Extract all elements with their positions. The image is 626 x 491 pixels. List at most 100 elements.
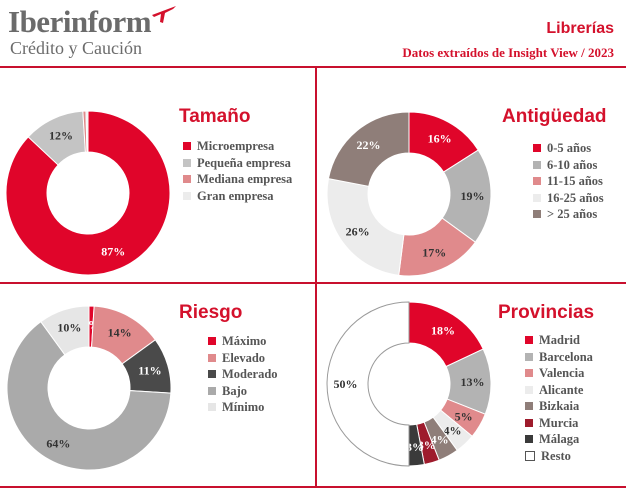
data-label-minimo: 10% [57, 321, 81, 335]
legend-swatch [208, 403, 216, 412]
legend-item-16-25-anos: 16-25 años [533, 190, 604, 207]
donut-chart-riesgo: 1%14%11%64%10% [6, 305, 172, 471]
legend-riesgo: Máximo Elevado Moderado Bajo Mínimo [208, 333, 278, 416]
legend-label: Moderado [222, 367, 278, 381]
legend-label: Pequeña empresa [197, 155, 291, 170]
data-label-pequena-empresa: 12% [49, 129, 73, 143]
legend-swatch [208, 386, 216, 395]
legend-item-minimo: Mínimo [208, 399, 278, 416]
slice-gran-empresa [85, 110, 89, 153]
legend-item-pequena-empresa: Pequeña empresa [183, 155, 292, 172]
legend-swatch [533, 160, 541, 169]
data-label-alicante: 4% [443, 423, 461, 437]
legend-label: Elevado [222, 350, 266, 365]
plane-icon [152, 6, 176, 23]
data-label-6-10-anos: 19% [460, 189, 484, 203]
legend-item-elevado: Elevado [208, 350, 278, 367]
legend-item-6-10-anos: 6-10 años [533, 157, 604, 174]
donut-chart-antiguedad: 16% 19% 17% 26% 22% [326, 111, 492, 277]
legend-item-valencia: Valencia [525, 365, 593, 382]
horizontal-divider [0, 282, 626, 284]
legend-item-25-anos: > 25 años [533, 206, 604, 223]
legend-swatch [533, 193, 541, 202]
legend-antiguedad: 0-5 años 6-10 años 11-15 años 16-25 años > 2… [533, 140, 604, 223]
legend-item-11-15-anos: 11-15 años [533, 173, 604, 190]
legend-label: Barcelona [539, 349, 593, 364]
legend-item-barcelona: Barcelona [525, 349, 593, 366]
legend-item-madrid: Madrid [525, 332, 593, 349]
legend-label: Valencia [539, 366, 585, 380]
legend-label: Microempresa [197, 139, 275, 153]
header-divider [0, 66, 626, 68]
data-label-madrid: 18% [431, 323, 455, 337]
brand-logo: Iberinform [8, 4, 152, 39]
data-label-murcia: 3% [418, 438, 436, 452]
chart-title-antiguedad: Antigüedad [502, 106, 607, 127]
legend-label: Mínimo [222, 400, 265, 414]
slice-25-anos [327, 111, 410, 187]
legend-swatch [208, 370, 216, 379]
legend-label: Resto [541, 448, 571, 463]
legend-item-bajo: Bajo [208, 383, 278, 400]
legend-item-microempresa: Microempresa [183, 138, 292, 155]
data-label-barcelona: 13% [460, 375, 484, 389]
legend-item-maximo: Máximo [208, 333, 278, 350]
legend-swatch [183, 158, 191, 167]
legend-swatch [533, 177, 541, 186]
data-label-elevado: 14% [108, 325, 132, 339]
data-label-bajo: 64% [46, 437, 70, 451]
legend-label: Mediana empresa [197, 172, 293, 186]
brand-subtitle: Crédito y Caución [10, 38, 142, 58]
legend-label: Málaga [539, 432, 580, 446]
legend-swatch [525, 435, 533, 444]
legend-label: 6-10 años [547, 157, 598, 172]
legend-label: > 25 años [547, 207, 598, 221]
footer-divider [0, 486, 626, 488]
chart-title-riesgo: Riesgo [179, 302, 243, 323]
legend-swatch [525, 369, 533, 378]
legend-swatch [183, 142, 191, 151]
legend-swatch [208, 353, 216, 362]
legend-label: Gran empresa [197, 188, 274, 203]
legend-swatch [183, 191, 191, 200]
legend-swatch [525, 336, 533, 345]
data-label-16-25-anos: 26% [346, 224, 370, 238]
legend-item-bizkaia: Bizkaia [525, 398, 593, 415]
legend-item-malaga: Málaga [525, 431, 593, 448]
legend-label: Madrid [539, 333, 580, 347]
legend-swatch [525, 418, 533, 427]
legend-swatch [525, 402, 533, 411]
legend-item-resto: Resto [525, 448, 593, 465]
page-title: Librerías [546, 20, 614, 37]
legend-swatch [525, 450, 535, 461]
slice-16-25-anos [326, 178, 405, 276]
legend-provincias: Madrid Barcelona Valencia Alicante Bizkaia Mu… [525, 332, 593, 464]
page-subtitle: Datos extraídos de Insight View / 2023 [402, 45, 614, 60]
data-label-malaga: 3% [406, 440, 424, 454]
vertical-divider [315, 68, 317, 486]
legend-item-moderado: Moderado [208, 366, 278, 383]
data-label-0-5-anos: 16% [428, 131, 452, 145]
legend-swatch [525, 352, 533, 361]
data-label-moderado: 11% [138, 363, 161, 377]
donut-chart-tamano: 87% 12% [5, 110, 171, 276]
data-label-11-15-anos: 17% [422, 245, 446, 259]
legend-swatch [533, 210, 541, 219]
legend-swatch [525, 385, 533, 394]
legend-label: Murcia [539, 415, 579, 430]
legend-label: Bajo [222, 383, 247, 398]
data-label-25-anos: 22% [357, 138, 381, 152]
legend-item-0-5-anos: 0-5 años [533, 140, 604, 157]
chart-title-provincias: Provincias [498, 302, 595, 323]
legend-swatch [208, 337, 216, 346]
data-label-resto: 50% [334, 377, 358, 391]
legend-item-gran-empresa: Gran empresa [183, 188, 292, 205]
legend-label: Alicante [539, 382, 584, 397]
legend-label: 0-5 años [547, 141, 592, 155]
chart-title-tamano: Tamaño [179, 106, 251, 127]
data-label-bizkaia: 4% [431, 433, 449, 447]
data-label-valencia: 5% [455, 409, 473, 423]
legend-label: 16-25 años [547, 190, 604, 205]
slice-resto [326, 301, 410, 467]
legend-label: 11-15 años [547, 174, 603, 188]
